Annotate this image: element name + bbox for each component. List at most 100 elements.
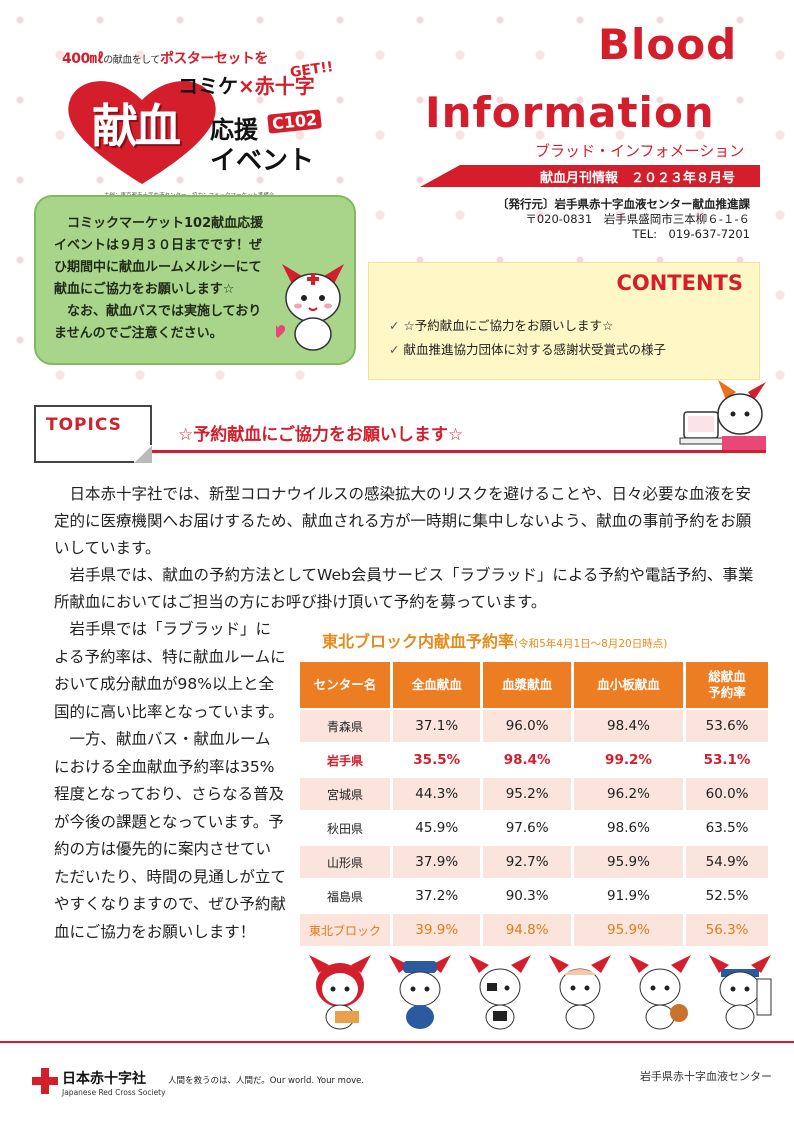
contents-item[interactable]: ✓ 献血推進協力団体に対する感謝状受賞式の様子 [389,339,666,358]
table-row: 岩手県 35.5% 98.4% 99.2% 53.1% [300,744,768,776]
table-cell: 53.1% [686,744,768,776]
publisher-address: 〒020-0831 岩手県盛岡市三本柳６-１-６ [525,212,750,226]
table-cell: 99.2% [573,744,684,776]
notice-text: コミックマーケット102献血応援イベントは９月３０日までです！ぜひ期間中に献血ル… [54,213,272,345]
table-cell: 60.0% [686,778,768,810]
table-cell: 98.4% [573,710,684,742]
contents-box: CONTENTS ✓ ☆予約献血にご協力をお願いします☆ ✓ 献血推進協力団体に対す… [368,262,760,380]
table-cell: 東北ブロック [300,914,390,946]
body-paragraph-2: 岩手県では、献血の予約方法としてWeb会員サービス「ラブラッド」による予約や電話… [54,562,754,616]
table-cell: 山形県 [300,846,390,878]
contents-item-label: 献血推進協力団体に対する感謝状受賞式の様子 [403,342,666,357]
table-cell: 92.7% [483,846,571,878]
body-paragraph-4: 一方、献血バス・献血ルームにおける全血献血予約率は35%程度となっており、さらな… [54,730,286,941]
check-icon: ✓ [389,342,400,357]
table-cell: 94.8% [483,914,571,946]
topics-label: TOPICS [46,415,122,435]
issue-label: 献血月刊情報 ２０２３年８月号 [540,171,736,186]
notice-paragraph-1: コミックマーケット102献血応援イベントは９月３０日までです！ぜひ期間中に献血ル… [54,216,264,297]
mascot-icon [709,955,772,1030]
event-notice-box: コミックマーケット102献血応援イベントは９月３０日までです！ぜひ期間中に献血ル… [34,195,356,365]
table-cell: 98.6% [573,812,684,844]
mascot-icon [309,955,371,1030]
masthead-title-information: Information [425,88,715,137]
table-cell: 35.5% [393,744,481,776]
event-ibento: イベント [210,146,315,176]
masthead-title-kana: ブラッド・インフォメーション [535,142,745,160]
column-header: 全血献血 [393,662,481,708]
event-ouen: 応援 [210,116,258,144]
heart-icon [68,81,216,184]
check-icon: ✓ [389,318,400,333]
jrc-logo-english: Japanese Red Cross Society [62,1088,166,1097]
table-header-row: センター名 全血献血 血漿献血 血小板献血 総献血 予約率 [300,662,768,708]
event-tagline: 400㎖の献血をしてポスターセットを [62,48,268,68]
table-cell: 39.9% [393,914,481,946]
table-cell: 45.9% [393,812,481,844]
table-row: 東北ブロック 39.9% 94.8% 95.9% 56.3% [300,914,768,946]
body-paragraph-1: 日本赤十字社では、新型コロナウイルスの感染拡大のリスクを避けることや、日々必要な… [54,481,754,562]
table-row: 山形県 37.9% 92.7% 95.9% 54.9% [300,846,768,878]
table-row: 宮城県 44.3% 95.2% 96.2% 60.0% [300,778,768,810]
body-column: 岩手県では「ラブラッド」による予約率は、特に献血ルームにおいて成分献血が98%以… [54,616,286,946]
topics-divider [152,450,766,453]
event-kenketsu: 献血 [92,99,181,153]
table-cell: 福島県 [300,880,390,912]
mascot-icon [389,955,451,1029]
red-cross-icon [32,1068,58,1094]
publisher-info: 〔発行元〕岩手県赤十字血液センター献血推進課 〒020-0831 岩手県盛岡市三… [497,197,750,242]
mascot-computer-icon [679,380,766,450]
table-cell: 95.2% [483,778,571,810]
topics-title: ☆予約献血にご協力をお願いします☆ [178,425,464,445]
table-cell: 37.2% [393,880,481,912]
table-title: 東北ブロック内献血予約率(令和5年4月1日～8月20日時点) [322,628,667,652]
collab-jrc: 赤十字 [254,74,315,98]
table-cell: 青森県 [300,710,390,742]
table-row: 青森県 37.1% 96.0% 98.4% 53.6% [300,710,768,742]
table-cell: 90.3% [483,880,571,912]
contents-item[interactable]: ✓ ☆予約献血にご協力をお願いします☆ [389,315,613,334]
page-fold-corner [134,445,152,463]
event-amount: 400㎖ [62,51,104,67]
table-cell: 97.6% [483,812,571,844]
table-cell: 53.6% [686,710,768,742]
table-cell: 44.3% [393,778,481,810]
issue-bar-shape [420,165,760,187]
table-cell: 54.9% [686,846,768,878]
column-header: 総献血 予約率 [686,662,768,708]
footer-divider [0,1041,794,1043]
column-header: 血小板献血 [573,662,684,708]
contents-title: CONTENTS [616,271,743,295]
mascot-icon [549,955,611,1030]
table-cell: 98.4% [483,744,571,776]
event-tagline-poster: ポスターセットを [159,51,269,67]
collab-comike: コミケ [178,74,238,98]
body-paragraph-1-text: 日本赤十字社では、新型コロナウイルスの感染拡大のリスクを避けることや、日々必要な… [54,485,752,557]
table-row: 秋田県 45.9% 97.6% 98.6% 63.5% [300,812,768,844]
jrc-logo-name: 日本赤十字社 [62,1071,146,1087]
mascot-character-icon [276,264,344,351]
table-cell: 宮城県 [300,778,390,810]
table-subtitle: (令和5年4月1日～8月20日時点) [514,638,668,650]
jrc-slogan: 人間を救うのは、人間だ。Our world. Your move. [168,1076,365,1086]
issue-bar: 献血月刊情報 ２０２３年８月号 [420,165,760,187]
table-row: 福島県 37.2% 90.3% 91.9% 52.5% [300,880,768,912]
table-cell: 95.9% [573,846,684,878]
event-tagline-middle: の献血をして [103,55,160,66]
notice-paragraph-2: なお、献血バスでは実施しておりませんのでご注意ください。 [54,304,262,341]
table-cell: 96.2% [573,778,684,810]
publisher-tel: TEL: 019-637-7201 [632,227,750,241]
collab-x: × [238,74,255,98]
table-cell: 95.9% [573,914,684,946]
topics-tab: TOPICS [34,405,152,463]
publisher-name: 〔発行元〕岩手県赤十字血液センター献血推進課 [497,197,750,211]
column-header: 血漿献血 [483,662,571,708]
table-cell: 37.9% [393,846,481,878]
table-cell: 秋田県 [300,812,390,844]
table-cell: 56.3% [686,914,768,946]
mascot-row [305,955,775,1035]
event-collab: コミケ×赤十字 [178,70,315,99]
table-cell: 96.0% [483,710,571,742]
table-title-main: 東北ブロック内献血予約率 [322,632,515,651]
table-cell: 37.1% [393,710,481,742]
